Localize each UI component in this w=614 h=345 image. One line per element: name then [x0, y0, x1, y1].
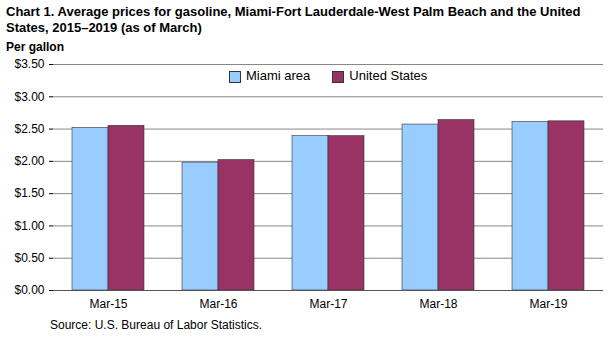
svg-text:$1.00: $1.00	[14, 219, 44, 233]
svg-text:Mar-16: Mar-16	[199, 297, 237, 311]
html-text:United States: United States	[349, 68, 428, 83]
svg-text:Mar-19: Mar-19	[529, 297, 567, 311]
html-text:Miami area: Miami area	[246, 68, 311, 83]
svg-text:$1.50: $1.50	[14, 186, 44, 200]
svg-text:Mar-17: Mar-17	[309, 297, 347, 311]
svg-text:$0.00: $0.00	[14, 283, 44, 297]
svg-text:$3.50: $3.50	[14, 57, 44, 71]
svg-text:$3.00: $3.00	[14, 90, 44, 104]
svg-text:$0.50: $0.50	[14, 251, 44, 265]
svg-text:Mar-15: Mar-15	[89, 297, 127, 311]
svg-text:$2.50: $2.50	[14, 122, 44, 136]
html-text:Chart 1. Average prices for ga: Chart 1. Average prices for gasoline, Mi…	[6, 4, 581, 35]
svg-text:Mar-18: Mar-18	[419, 297, 457, 311]
html-text:Per gallon: Per gallon	[6, 40, 64, 54]
html-text:Source: U.S. Bureau of Labor S: Source: U.S. Bureau of Labor Statistics.	[50, 318, 263, 332]
svg-text:$2.00: $2.00	[14, 154, 44, 168]
